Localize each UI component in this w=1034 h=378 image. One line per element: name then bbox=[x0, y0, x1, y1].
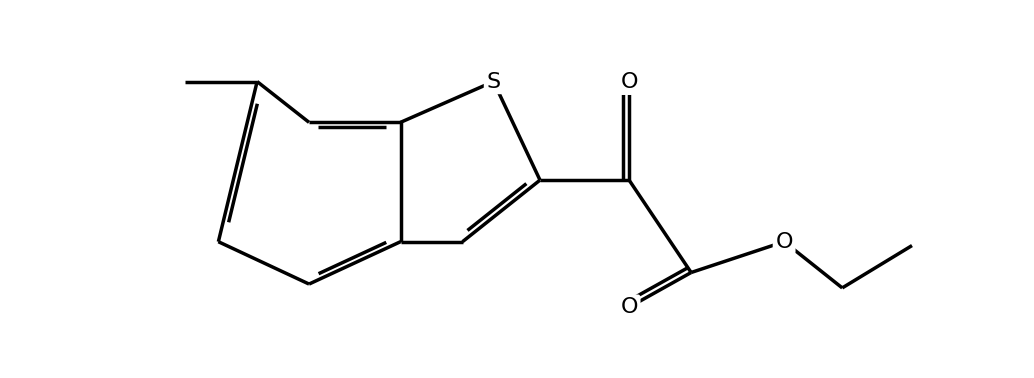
Text: S: S bbox=[486, 71, 500, 91]
Text: O: O bbox=[776, 232, 793, 252]
Text: O: O bbox=[620, 72, 638, 92]
Text: O: O bbox=[620, 297, 638, 317]
